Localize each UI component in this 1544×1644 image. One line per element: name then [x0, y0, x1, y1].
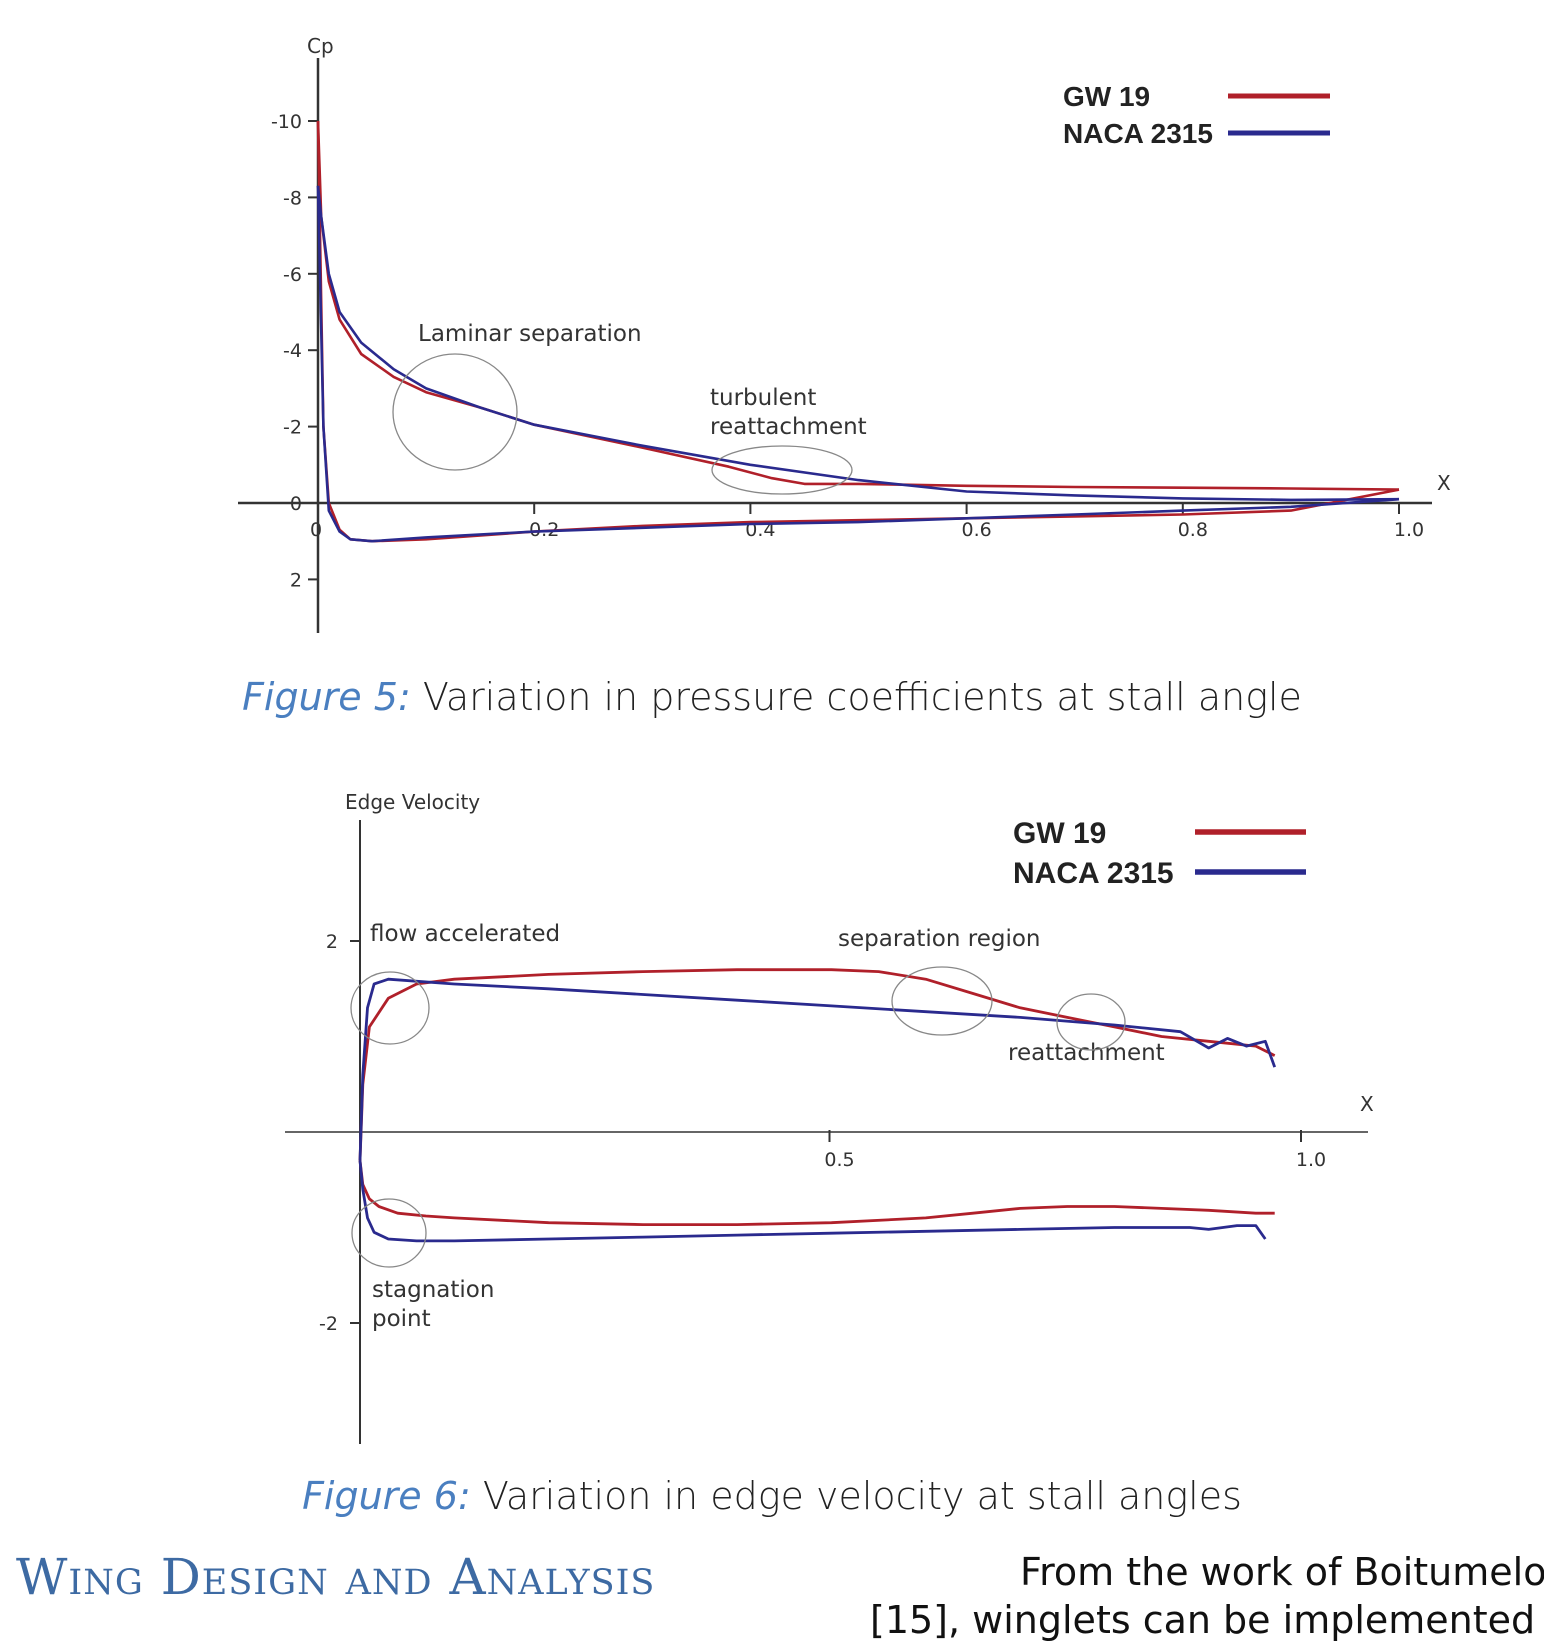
series-gw-19-lower [358, 1160, 1275, 1226]
section-title: Wing Design and Analysis [16, 1548, 656, 1606]
y-axis-label: Cp [307, 34, 334, 58]
y-tick-label: -2 [319, 1313, 338, 1335]
annotation-circle-reattachment [711, 445, 853, 495]
annotation-circle-reattachment-2 [1056, 993, 1126, 1051]
legend-label: GW 19 [1063, 81, 1150, 112]
series-naca-2315-lower [316, 185, 1400, 543]
series-naca-2315-upper [316, 185, 1400, 502]
x-tick-label: 0.5 [824, 1149, 854, 1171]
y-tick-label: -10 [271, 111, 302, 133]
annotation-separation-region: separation region [838, 926, 1041, 952]
annotation-reattachment: reattachment [710, 414, 867, 440]
body-paragraph: From the work of Boitumelo [15], winglet… [870, 1548, 1544, 1644]
series-gw-19-upper [358, 968, 1276, 1161]
y-tick-label: -4 [283, 340, 302, 362]
annotation-reattachment-2: reattachment [1008, 1040, 1165, 1066]
body-line-1: From the work of Boitumelo [1020, 1550, 1544, 1594]
series-naca-2315-lower [358, 1160, 1267, 1243]
annotation-laminar-separation: Laminar separation [418, 321, 642, 347]
annotation-flow-accelerated: flow accelerated [370, 921, 560, 947]
x-axis-label: X [1437, 471, 1451, 495]
edge-velocity-chart: Edge Velocity X 2 -2 0.5 1.0 flow accelerate… [285, 790, 1374, 1444]
legend-label: NACA 2315 [1013, 857, 1174, 890]
y-tick-label: -8 [283, 187, 302, 209]
figure-5-caption: Figure 5: Variation in pressure coeffici… [0, 675, 1544, 719]
figure-6-text: Variation in edge velocity at stall angl… [470, 1474, 1242, 1518]
body-line-2: [15], winglets can be implemented for [870, 1598, 1544, 1642]
series-naca-2315-upper [358, 977, 1277, 1161]
annotation-circle-flow [350, 971, 430, 1045]
x-tick-label: 0.8 [1178, 519, 1208, 541]
legend-label: GW 19 [1013, 817, 1106, 850]
figure-5-label: Figure 5: [242, 675, 411, 719]
x-tick-label: 0.6 [961, 519, 991, 541]
annotation-point: point [372, 1306, 431, 1332]
y-tick-label: 2 [326, 931, 338, 953]
y-tick-label: 0 [290, 493, 302, 515]
x-tick-label: 1.0 [1394, 519, 1424, 541]
x-tick-label: 1.0 [1296, 1149, 1326, 1171]
y-tick-label: -2 [283, 417, 302, 439]
figure-6-label: Figure 6: [302, 1474, 471, 1518]
y-axis-label: Edge Velocity [345, 790, 480, 814]
x-axis-label: X [1360, 1092, 1374, 1116]
y-tick-label: -6 [283, 264, 302, 286]
annotation-circle-stagnation [351, 1198, 427, 1268]
figure-6-caption: Figure 6: Variation in edge velocity at … [0, 1474, 1544, 1518]
annotation-circle-separation [891, 966, 993, 1036]
annotation-stagnation: stagnation [372, 1277, 494, 1303]
legend-label: NACA 2315 [1063, 118, 1213, 149]
y-tick-label: 2 [290, 569, 302, 591]
annotation-circle-laminar [392, 353, 518, 471]
figure-5-text: Variation in pressure coefficients at st… [410, 675, 1302, 719]
annotation-turbulent: turbulent [710, 385, 816, 411]
x-tick-label: 0 [310, 519, 322, 541]
series-gw-19-upper [316, 120, 1400, 491]
